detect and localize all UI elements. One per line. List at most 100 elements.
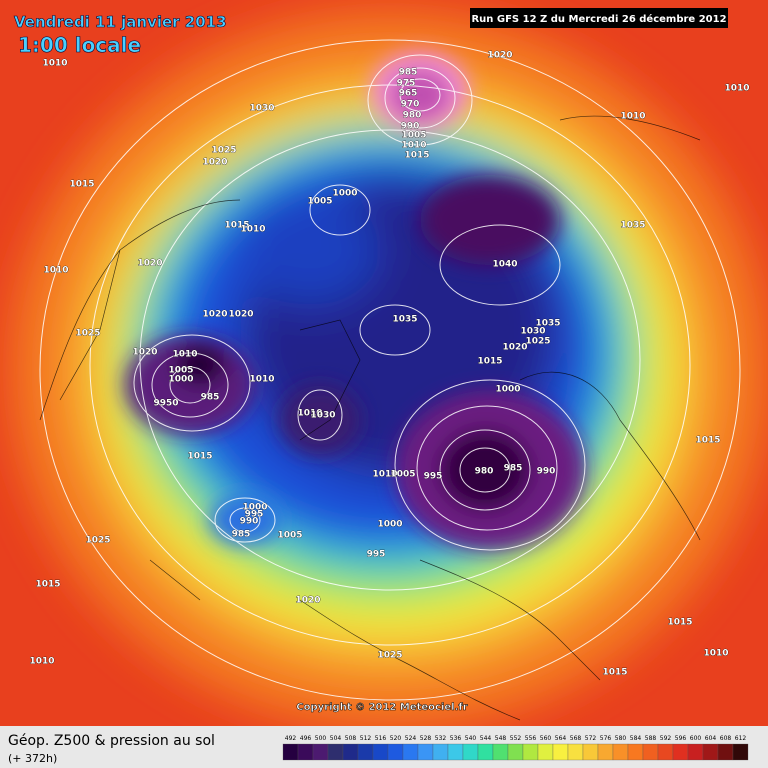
isobar-label: 985 xyxy=(232,530,251,540)
isobar-label: 9950 xyxy=(153,399,178,409)
colorbar-swatch xyxy=(507,743,524,761)
isobar-label: 1015 xyxy=(404,151,429,161)
isobar-label: 1005 xyxy=(168,366,193,376)
isobar-label: 1010 xyxy=(249,375,274,385)
isobar-label: 1025 xyxy=(75,329,100,339)
isobar-label: 1010 xyxy=(240,225,265,235)
isobar-label: 1010 xyxy=(620,112,645,122)
isobar-label: 1015 xyxy=(35,580,60,590)
copyright: Copyright © 2012 Meteociel.fr xyxy=(296,702,467,713)
isobar-label: 995 xyxy=(367,550,386,560)
colorbar-label: 540 xyxy=(465,735,477,742)
isobar-label: 990 xyxy=(537,467,556,477)
isobar-label: 1020 xyxy=(202,158,227,168)
isobar-label: 1020 xyxy=(228,310,253,320)
isobar-label: 980 xyxy=(475,467,494,477)
colorbar-swatch xyxy=(312,743,329,761)
colorbar-label: 612 xyxy=(735,735,747,742)
colorbar: 492 496 500 504 508 512 516 520 524 528 532 536 540 5… xyxy=(282,735,749,761)
colorbar-label: 572 xyxy=(585,735,597,742)
isobar-label: 1005 xyxy=(277,531,302,541)
isobar-label: 1010 xyxy=(724,84,749,94)
isobar-label: 1025 xyxy=(211,146,236,156)
isobar-label: 990 xyxy=(240,517,259,527)
isobar-label: 965 xyxy=(399,89,418,99)
isobar-label: 1035 xyxy=(620,221,645,231)
isobar-label: 1025 xyxy=(85,536,110,546)
colorbar-swatch xyxy=(702,743,719,761)
colorbar-label: 528 xyxy=(420,735,432,742)
colorbar-swatch xyxy=(522,743,539,761)
colorbar-swatch xyxy=(477,743,494,761)
isobar-label: 1010 xyxy=(297,409,322,419)
colorbar-swatch xyxy=(447,743,464,761)
isobar-label: 975 xyxy=(397,79,416,89)
colorbar-label: 596 xyxy=(675,735,687,742)
colorbar-label: 580 xyxy=(615,735,627,742)
isobar-label: 1020 xyxy=(202,310,227,320)
isobar-labels: 1010103010201010985975965970980990100510… xyxy=(29,50,750,678)
isobar-label: 1020 xyxy=(137,259,162,269)
colorbar-label: 536 xyxy=(450,735,462,742)
colorbar-label: 584 xyxy=(630,735,642,742)
colorbar-label: 588 xyxy=(645,735,657,742)
colorbar-label: 516 xyxy=(375,735,387,742)
isobar-label: 970 xyxy=(401,100,420,110)
colorbar-swatch xyxy=(297,743,314,761)
colorbar-label: 560 xyxy=(540,735,552,742)
colorbar-swatch xyxy=(597,743,614,761)
colorbar-swatch xyxy=(732,743,749,761)
isobar-label: 985 xyxy=(504,464,523,474)
isobar-label: 1015 xyxy=(69,180,94,190)
isobar-label: 1010 xyxy=(42,59,67,69)
forecast-lead: (+ 372h) xyxy=(8,752,57,765)
colorbar-label: 520 xyxy=(390,735,402,742)
isobar-label: 1015 xyxy=(695,436,720,446)
isobar-label: 1030 xyxy=(249,104,274,114)
colorbar-label: 544 xyxy=(480,735,492,742)
colorbar-label: 524 xyxy=(405,735,417,742)
isobar-label: 1010 xyxy=(172,350,197,360)
forecast-date: Vendredi 11 janvier 2013 xyxy=(14,13,227,31)
isobar-label: 1020 xyxy=(487,51,512,61)
run-box xyxy=(470,8,728,28)
colorbar-label: 508 xyxy=(345,735,357,742)
isobar-label: 1020 xyxy=(132,348,157,358)
colorbar-label: 592 xyxy=(660,735,672,742)
colorbar-label: 548 xyxy=(495,735,507,742)
colorbar-swatch xyxy=(687,743,704,761)
forecast-time: 1:00 locale xyxy=(18,33,141,57)
isobar-label: 1020 xyxy=(295,596,320,606)
colorbar-swatch xyxy=(357,743,374,761)
colorbar-swatch xyxy=(327,743,344,761)
isobar-label: 1030 xyxy=(520,327,545,337)
colorbar-swatch xyxy=(657,743,674,761)
isobar-label: 1000 xyxy=(168,375,193,385)
colorbar-label: 608 xyxy=(720,735,732,742)
colorbar-swatch xyxy=(582,743,599,761)
isobar-label: 1005 xyxy=(401,131,426,141)
run-info: Run GFS 12 Z du Mercredi 26 décembre 201… xyxy=(471,13,726,25)
colorbar-swatch xyxy=(612,743,629,761)
colorbar-swatch xyxy=(717,743,734,761)
colorbar-label: 556 xyxy=(525,735,537,742)
colorbar-swatch xyxy=(492,743,509,761)
colorbar-swatch xyxy=(432,743,449,761)
isobar-label: 1015 xyxy=(477,357,502,367)
isobar-label: 1030 xyxy=(310,411,335,421)
colorbar-label: 500 xyxy=(315,735,327,742)
isobar-label: 1000 xyxy=(242,503,267,513)
colorbar-swatch xyxy=(672,743,689,761)
colorbar-label: 576 xyxy=(600,735,612,742)
colorbar-swatch xyxy=(402,743,419,761)
isobar-label: 1040 xyxy=(492,260,517,270)
isobar-label: 990 xyxy=(401,122,420,132)
isobar-label: 1015 xyxy=(187,452,212,462)
isobar-label: 1010 xyxy=(29,657,54,667)
colorbar-swatch xyxy=(417,743,434,761)
colorbar-swatch xyxy=(462,743,479,761)
colorbar-swatch xyxy=(642,743,659,761)
isobar-label: 1015 xyxy=(224,221,249,231)
colorbar-label: 504 xyxy=(330,735,342,742)
